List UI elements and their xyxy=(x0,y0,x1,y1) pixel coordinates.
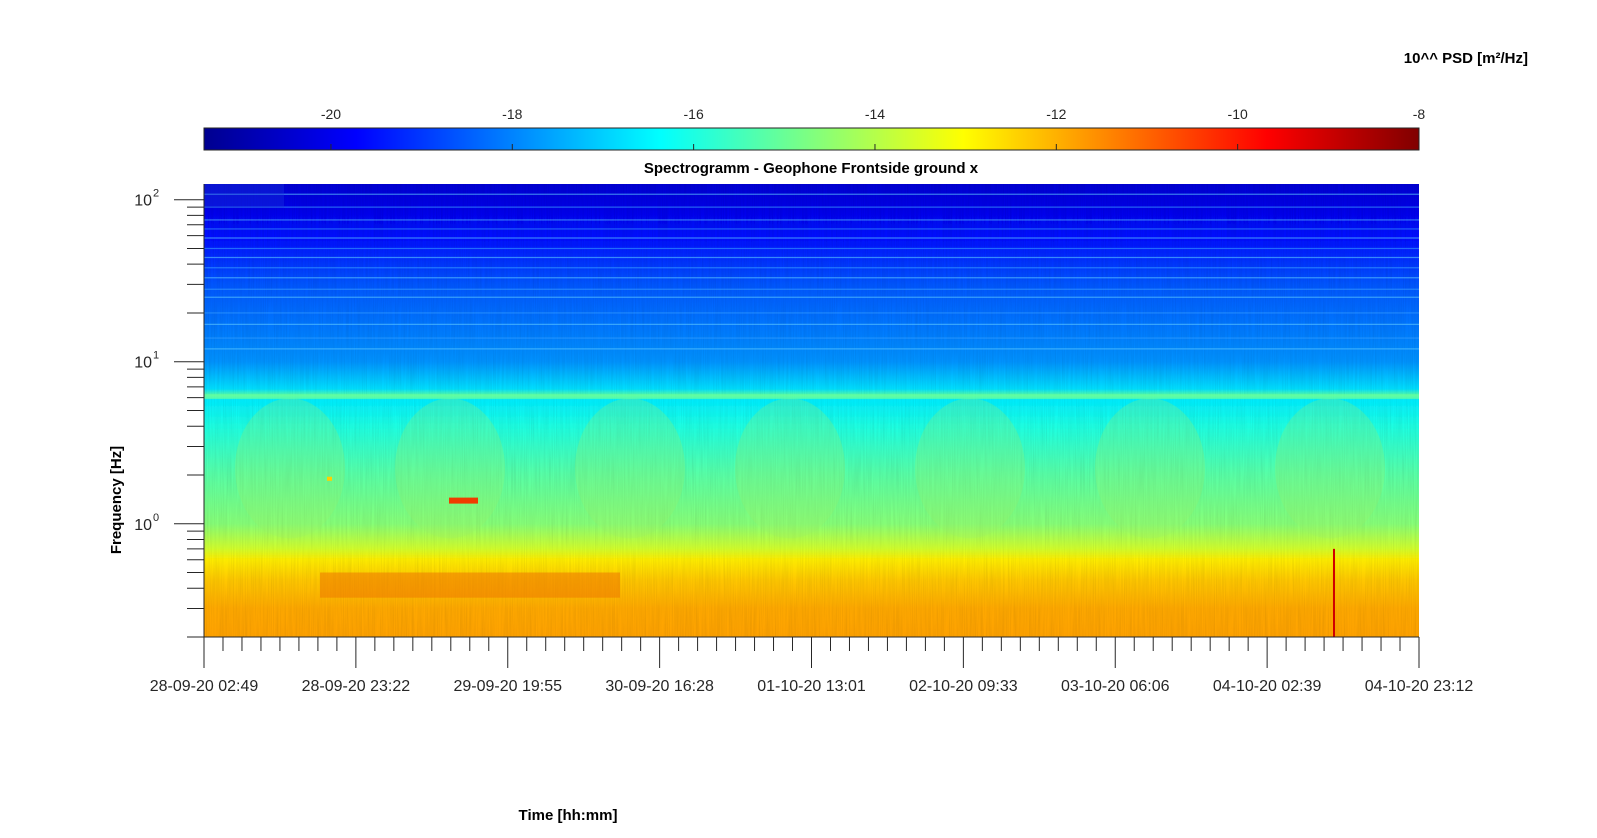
diurnal-band xyxy=(395,398,505,539)
transient-event xyxy=(327,476,332,481)
colorbar-tick-label: -14 xyxy=(865,106,885,122)
colorbar-tick-label: -16 xyxy=(684,106,704,122)
y-axis-label: Frequency [Hz] xyxy=(108,446,125,554)
y-tick-exponent: 2 xyxy=(153,188,159,200)
x-tick-label: 02-10-20 09:33 xyxy=(909,678,1018,695)
y-tick-exponent: 0 xyxy=(153,512,159,524)
x-tick-label: 01-10-20 13:01 xyxy=(757,678,866,695)
colorbar-label: 10^^ PSD [m²/Hz] xyxy=(1404,50,1528,67)
heatmap-image xyxy=(204,184,1419,637)
x-tick-label: 30-09-20 16:28 xyxy=(605,678,714,695)
transient-event xyxy=(449,497,478,504)
colorbar-tick-label: -12 xyxy=(1046,106,1066,122)
colorbar-tick-label: -18 xyxy=(502,106,522,122)
x-tick-label: 29-09-20 19:55 xyxy=(453,678,562,695)
diurnal-band xyxy=(1095,398,1205,539)
colorbar: -20 -18 -16 -14 -12 -10 -8 10^^ PSD [m²/Hz] xyxy=(203,50,1528,151)
colorbar-tick-label: -10 xyxy=(1228,106,1248,122)
diurnal-band xyxy=(735,398,845,539)
y-tick-exponent: 1 xyxy=(153,350,159,362)
heatmap-features xyxy=(204,184,1419,637)
diurnal-band xyxy=(575,398,685,539)
high-energy-patch xyxy=(320,572,620,598)
y-tick-label: 10 xyxy=(134,355,152,372)
y-tick-label: 10 xyxy=(134,517,152,534)
x-tick-label: 03-10-20 06:06 xyxy=(1061,678,1170,695)
low-psd-patch xyxy=(204,184,284,208)
x-tick-label: 04-10-20 23:12 xyxy=(1365,678,1474,695)
x-tick-label: 28-09-20 02:49 xyxy=(150,678,259,695)
colorbar-tick-label: -8 xyxy=(1413,106,1426,122)
high-energy-patch xyxy=(320,572,620,598)
y-tick-label: 10 xyxy=(134,193,152,210)
resonance-line xyxy=(204,394,1419,399)
x-tick-label: 28-09-20 23:22 xyxy=(302,678,411,695)
diurnal-band xyxy=(1275,398,1385,539)
plot-area xyxy=(204,184,1419,637)
diurnal-band xyxy=(915,398,1025,539)
colorbar-gradient xyxy=(203,127,1420,151)
colorbar-ticks: -20 -18 -16 -14 -12 -10 -8 xyxy=(321,106,1426,150)
x-axis-label: Time [hh:mm] xyxy=(519,807,618,824)
high-energy-patch xyxy=(320,572,620,598)
chart-title: Spectrogramm - Geophone Frontside ground… xyxy=(644,160,979,177)
diurnal-band xyxy=(235,398,345,539)
colorbar-tick-label: -20 xyxy=(321,106,341,122)
x-axis: 28-09-20 02:49 28-09-20 23:22 29-09-20 19:… xyxy=(150,636,1474,695)
x-tick-label: 04-10-20 02:39 xyxy=(1213,678,1322,695)
